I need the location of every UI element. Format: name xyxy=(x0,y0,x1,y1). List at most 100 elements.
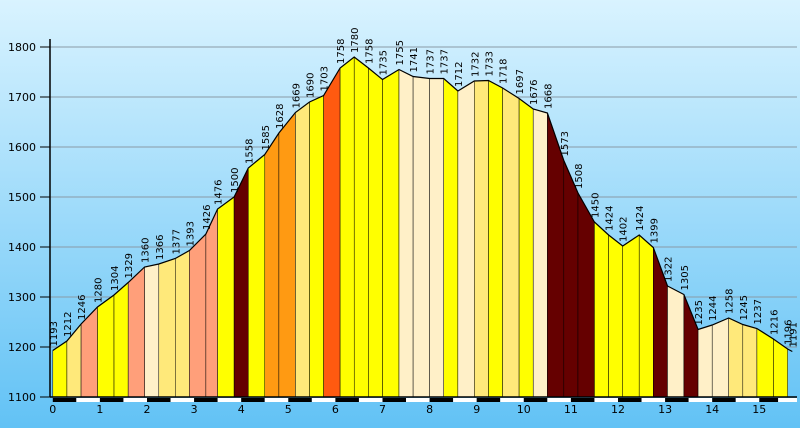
segment-17 xyxy=(309,95,324,398)
profile-outline xyxy=(52,56,793,353)
elevation-label: 1697 xyxy=(515,69,526,94)
km-bar-white xyxy=(358,398,383,402)
elevation-label: 1735 xyxy=(379,50,390,75)
segment-12 xyxy=(233,167,249,398)
km-bar-white xyxy=(778,398,797,402)
segment-10 xyxy=(205,208,218,398)
elevation-label: 1573 xyxy=(560,131,571,156)
y-tick-label: 1400 xyxy=(8,241,36,254)
elevation-label: 1402 xyxy=(619,217,630,242)
km-bar-white xyxy=(641,398,666,402)
km-bar-white xyxy=(170,398,195,402)
elevation-label: 1628 xyxy=(275,104,286,129)
segment-16 xyxy=(295,101,310,398)
elevation-label: 1399 xyxy=(649,218,660,243)
km-bar-black xyxy=(665,398,689,402)
segment-36 xyxy=(594,221,609,398)
elevation-label: 1304 xyxy=(110,266,121,291)
elevation-label: 1322 xyxy=(663,257,674,282)
x-tick-label: 13 xyxy=(658,403,672,416)
elevation-label: 1676 xyxy=(529,80,540,105)
x-tick-label: 1 xyxy=(96,403,103,416)
segment-4 xyxy=(113,281,129,398)
elevation-label: 1424 xyxy=(635,206,646,231)
segment-19 xyxy=(339,56,355,398)
segment-41 xyxy=(667,285,685,398)
segment-9 xyxy=(189,233,207,398)
x-tick-label: 12 xyxy=(611,403,625,416)
km-scale-bar xyxy=(52,398,797,402)
x-tick-label: 11 xyxy=(564,403,578,416)
x-tick-label: 15 xyxy=(752,403,766,416)
y-tick-label: 1700 xyxy=(8,91,36,104)
x-tick-label: 6 xyxy=(332,403,339,416)
elevation-label: 1585 xyxy=(261,125,272,150)
elevation-label: 1377 xyxy=(171,229,182,254)
segment-28 xyxy=(474,80,489,398)
y-tick-label: 1600 xyxy=(8,141,36,154)
elevation-label: 1668 xyxy=(543,84,554,109)
y-tick-label: 1300 xyxy=(8,291,36,304)
x-tick-label: 3 xyxy=(191,403,198,416)
km-bar-black xyxy=(194,398,218,402)
elevation-label: 1718 xyxy=(499,59,510,84)
x-tick-label: 7 xyxy=(379,403,386,416)
segment-13 xyxy=(248,153,266,398)
km-bar-white xyxy=(123,398,147,402)
segment-24 xyxy=(412,76,430,398)
segment-6 xyxy=(144,263,160,398)
segment-18 xyxy=(323,67,341,398)
segment-31 xyxy=(518,98,534,398)
km-bar-white xyxy=(406,398,430,402)
elevation-label: 1196 xyxy=(784,320,795,345)
segment-29 xyxy=(488,80,503,398)
km-bar-white xyxy=(594,398,618,402)
km-bar-white xyxy=(547,398,571,402)
x-tick-label: 8 xyxy=(426,403,433,416)
elevation-label: 1669 xyxy=(291,83,302,108)
segment-37 xyxy=(608,234,623,398)
km-bar-white xyxy=(264,398,289,402)
km-bar-white xyxy=(217,398,242,402)
axes xyxy=(49,39,797,398)
km-bar-white xyxy=(76,398,100,402)
segment-11 xyxy=(217,196,235,398)
km-bar-white xyxy=(311,398,336,402)
elevation-segments xyxy=(52,56,788,398)
y-tick-label: 1100 xyxy=(8,391,36,404)
km-bar-black xyxy=(759,398,779,402)
elevation-label: 1245 xyxy=(739,295,750,320)
segment-15 xyxy=(278,111,296,398)
elevation-label: 1244 xyxy=(708,296,719,321)
elevation-label: 1258 xyxy=(725,289,736,314)
km-bar-white xyxy=(735,398,760,402)
x-tick-label: 14 xyxy=(705,403,719,416)
segment-43 xyxy=(697,324,713,398)
elevation-label: 1193 xyxy=(49,321,60,346)
segment-35 xyxy=(577,192,595,398)
segment-44 xyxy=(711,317,729,398)
km-bar-black xyxy=(288,398,312,402)
elevation-label: 1558 xyxy=(244,139,255,164)
km-bar-black xyxy=(570,398,595,402)
elevation-label: 1500 xyxy=(230,168,241,193)
km-bar-black xyxy=(712,398,736,402)
elevation-label: 1703 xyxy=(320,66,331,91)
elevation-label: 1212 xyxy=(63,312,74,337)
segment-23 xyxy=(398,69,414,398)
elevation-label: 1690 xyxy=(305,73,316,98)
km-bar-black xyxy=(382,398,407,402)
elevation-label: 1508 xyxy=(574,164,585,189)
segment-27 xyxy=(457,80,475,398)
x-tick-label: 9 xyxy=(473,403,480,416)
elevation-label: 1426 xyxy=(202,205,213,230)
segment-38 xyxy=(622,234,640,398)
elevation-label: 1216 xyxy=(769,310,780,335)
km-bar-black xyxy=(147,398,171,402)
segment-39 xyxy=(638,234,654,398)
elevation-label: 1732 xyxy=(470,52,481,77)
segment-21 xyxy=(368,67,383,398)
segment-25 xyxy=(429,78,444,398)
elevation-label: 1191 xyxy=(788,322,799,347)
